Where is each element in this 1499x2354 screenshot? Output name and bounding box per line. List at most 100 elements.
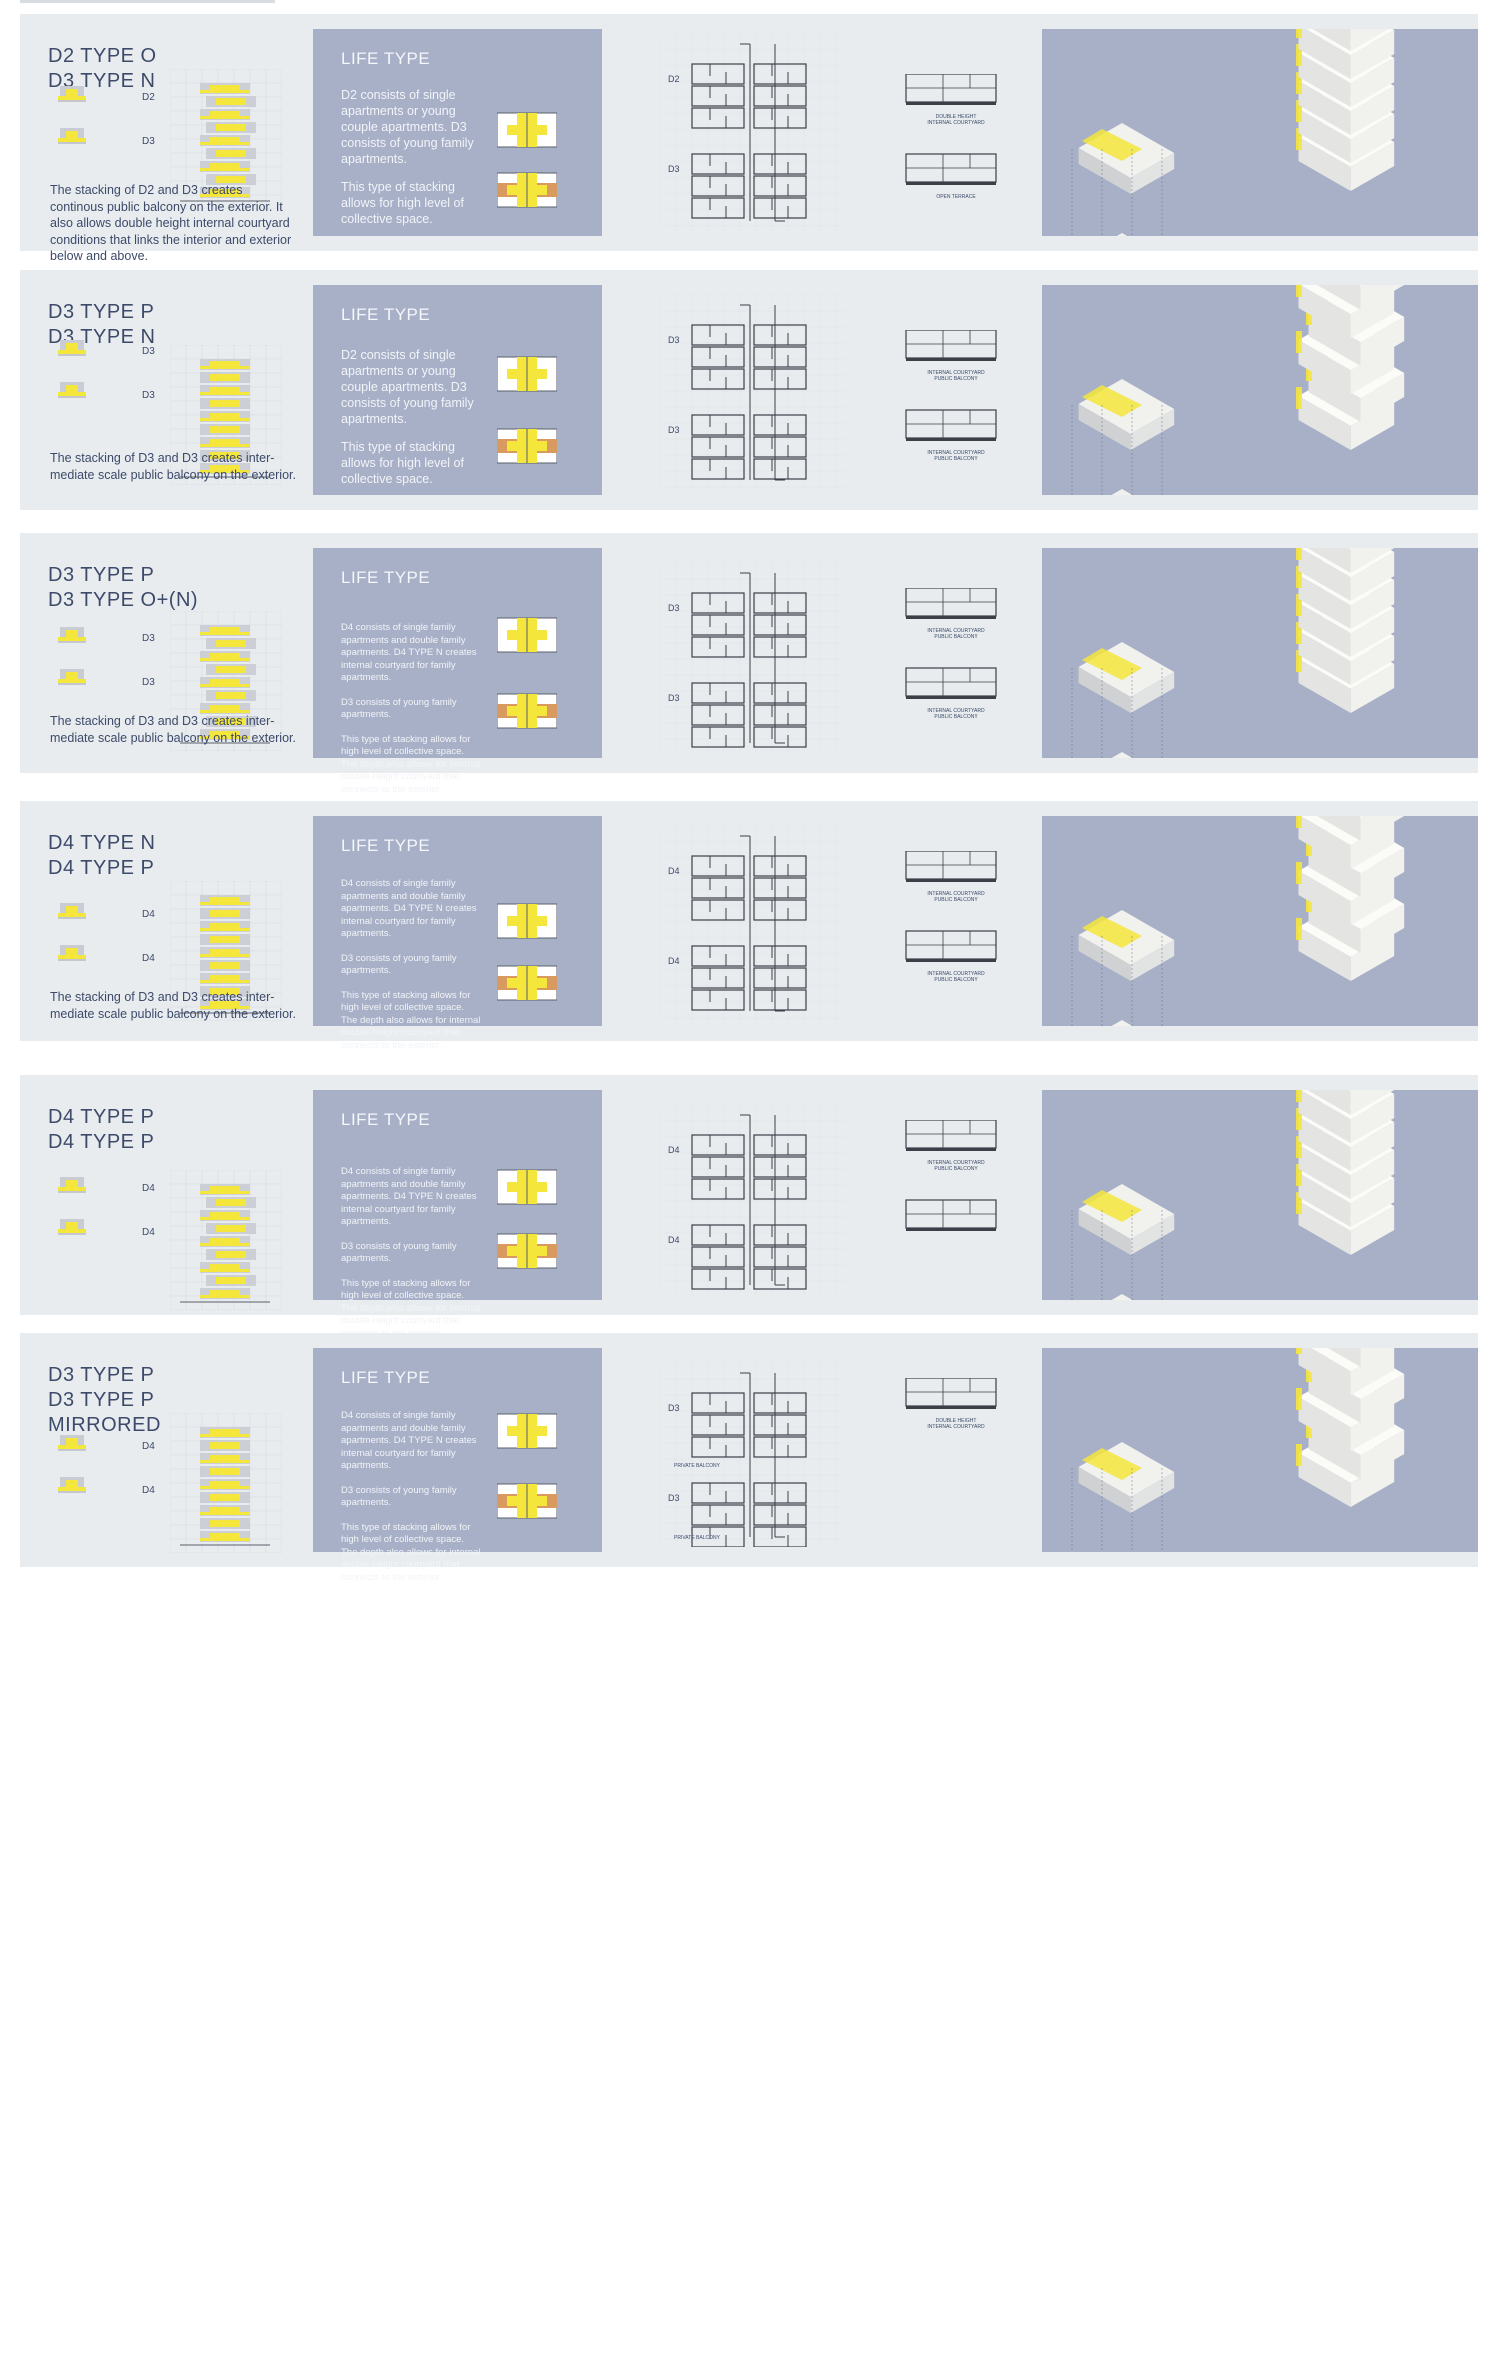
unit-icon-lower [58, 945, 86, 961]
unit-icons: D3 D3 [58, 625, 158, 735]
stacking-diagram [170, 1170, 282, 1310]
unit-icon-lower [58, 669, 86, 685]
life-type-paragraph: D4 consists of single family apartments … [341, 622, 477, 683]
typology-row: D4 TYPE N D4 TYPE P D4 D4 The stacking of D3… [20, 801, 1478, 1051]
life-type-panel: LIFE TYPE D4 consists of single family ap… [313, 816, 602, 1051]
plan-label: D3 [668, 335, 680, 345]
life-type-heading: LIFE TYPE [341, 1110, 431, 1129]
life-type-paragraph: This type of stacking allows for high le… [341, 1521, 481, 1583]
unit-icon-upper [58, 627, 86, 643]
life-type-paragraph: D2 consists of single apartments or youn… [341, 348, 474, 426]
axonometric-render [1042, 548, 1478, 758]
unit-icons: D4 D4 [58, 1433, 158, 1543]
section-caption: INTERNAL COURTYARD PUBLIC BALCONY [927, 1160, 985, 1172]
unit-label: D3 [142, 136, 155, 147]
unit-icon-upper [58, 903, 86, 919]
floor-plans: D3 D3 [660, 295, 845, 490]
axonometric-render [1042, 285, 1478, 495]
life-type-paragraph: D3 consists of young family apartments. [341, 952, 457, 977]
plan-caption: PRIVATE BALCONY [674, 1463, 720, 1469]
unit-icon-upper [58, 1435, 86, 1451]
unit-icons: D2 D3 [58, 84, 158, 194]
unit-icons: D3 D3 [58, 338, 158, 448]
typology-row: D3 TYPE P D3 TYPE P MIRRORED D4 D4 LIFE TYPE D… [20, 1333, 1478, 1583]
section-caption: DOUBLE HEIGHT INTERNAL COURTYARD [927, 114, 985, 126]
life-type-icon [497, 425, 557, 467]
life-type-panel: LIFE TYPE D4 consists of single family ap… [313, 1090, 602, 1339]
typology-title: D4 TYPE P D4 TYPE P [48, 1105, 154, 1155]
title-line: D2 TYPE O [48, 45, 157, 67]
life-type-text: D4 consists of single family apartments … [341, 1166, 481, 1352]
typology-row: D4 TYPE P D4 TYPE P D4 D4 LIFE TYPE D4 consis… [20, 1075, 1478, 1339]
plan-label: D3 [668, 1403, 680, 1413]
life-type-paragraph: D4 consists of single family apartments … [341, 1166, 477, 1227]
life-type-icon [497, 1166, 557, 1208]
unit-label: D4 [142, 1183, 155, 1194]
life-type-paragraph: D4 consists of single family apartments … [341, 878, 477, 939]
title-line: D4 TYPE P [48, 857, 155, 879]
life-type-text: D2 consists of single apartments or youn… [341, 87, 481, 239]
section-caption: INTERNAL COURTYARD PUBLIC BALCONY [927, 971, 985, 983]
section-caption: INTERNAL COURTYARD PUBLIC BALCONY [927, 708, 985, 720]
life-type-heading: LIFE TYPE [341, 49, 431, 68]
unit-icons: D4 D4 [58, 1175, 158, 1285]
life-type-icon [497, 1480, 557, 1522]
sections: DOUBLE HEIGHT INTERNAL COURTYARD [888, 1378, 1026, 1538]
unit-label: D3 [142, 346, 155, 357]
typology-description: The stacking of D3 and D3 creates inter-… [50, 990, 296, 1021]
life-type-paragraph: This type of stacking allows for high le… [341, 989, 481, 1051]
typology-row: D2 TYPE O D3 TYPE N D2 D3 The stacking of D2… [20, 14, 1478, 263]
life-type-heading: LIFE TYPE [341, 836, 431, 855]
section-caption: OPEN TERRACE [936, 194, 976, 200]
title-line: D3 TYPE O+(N) [48, 589, 199, 611]
life-type-panel: LIFE TYPE D4 consists of single family ap… [313, 1348, 602, 1583]
typology-title: D2 TYPE O D3 TYPE N [48, 44, 157, 94]
title-line: D4 TYPE P [48, 1131, 155, 1153]
title-line: D3 TYPE P [48, 564, 155, 586]
life-type-panel: LIFE TYPE D4 consists of single family ap… [313, 548, 602, 795]
axonometric-render [1042, 1348, 1478, 1552]
life-type-heading: LIFE TYPE [341, 1368, 431, 1387]
life-type-text: D4 consists of single family apartments … [341, 878, 481, 1064]
stacking-diagram [170, 69, 282, 209]
typology-description: The stacking of D3 and D3 creates inter-… [50, 451, 296, 482]
title-line: D3 TYPE P [48, 1389, 155, 1411]
life-type-icon [497, 169, 557, 211]
floor-plans: D4 D4 [660, 1105, 845, 1295]
stacking-diagram [170, 611, 282, 751]
life-type-paragraph: D4 consists of single family apartments … [341, 1410, 477, 1471]
unit-icons: D4 D4 [58, 901, 158, 1011]
unit-label: D4 [142, 953, 155, 964]
life-type-icon [497, 900, 557, 942]
unit-label: D4 [142, 909, 155, 920]
life-type-paragraph: This type of stacking allows for high le… [341, 180, 464, 226]
floor-plans: D3 D3 PRIVATE BALCONY PRIVATE BALCONY [660, 1363, 845, 1547]
unit-icon-lower [58, 1219, 86, 1235]
typology-row: D3 TYPE P D3 TYPE N D3 D3 The stacking of D3… [20, 270, 1478, 510]
life-type-text: D4 consists of single family apartments … [341, 1410, 481, 1596]
life-type-paragraph: D2 consists of single apartments or youn… [341, 88, 474, 166]
typology-title: D3 TYPE P D3 TYPE P MIRRORED [48, 1363, 161, 1438]
plan-label: D2 [668, 74, 680, 84]
unit-label: D3 [142, 633, 155, 644]
section-caption: INTERNAL COURTYARD PUBLIC BALCONY [927, 628, 985, 640]
typology-description: The stacking of D2 and D3 creates contin… [50, 183, 292, 263]
unit-label: D3 [142, 390, 155, 401]
life-type-heading: LIFE TYPE [341, 305, 431, 324]
life-type-icon [497, 690, 557, 732]
unit-label: D2 [142, 92, 155, 103]
plan-label: D3 [668, 164, 680, 174]
floor-plans: D2 D3 [660, 34, 845, 231]
life-type-heading: LIFE TYPE [341, 568, 431, 587]
stacking-diagram [170, 345, 282, 485]
unit-icon-upper [58, 1177, 86, 1193]
life-type-paragraph: D3 consists of young family apartments. [341, 1240, 457, 1265]
life-type-panel: LIFE TYPE D2 consists of single apartment… [313, 29, 602, 236]
life-type-text: D4 consists of single family apartments … [341, 622, 481, 808]
sections: INTERNAL COURTYARD PUBLIC BALCONY INTERNA… [888, 588, 1026, 748]
unit-label: D4 [142, 1485, 155, 1496]
title-line: D4 TYPE N [48, 832, 156, 854]
plan-label: D4 [668, 866, 680, 876]
sections: INTERNAL COURTYARD PUBLIC BALCONY [888, 1120, 1026, 1280]
plan-caption: PRIVATE BALCONY [674, 1535, 720, 1541]
